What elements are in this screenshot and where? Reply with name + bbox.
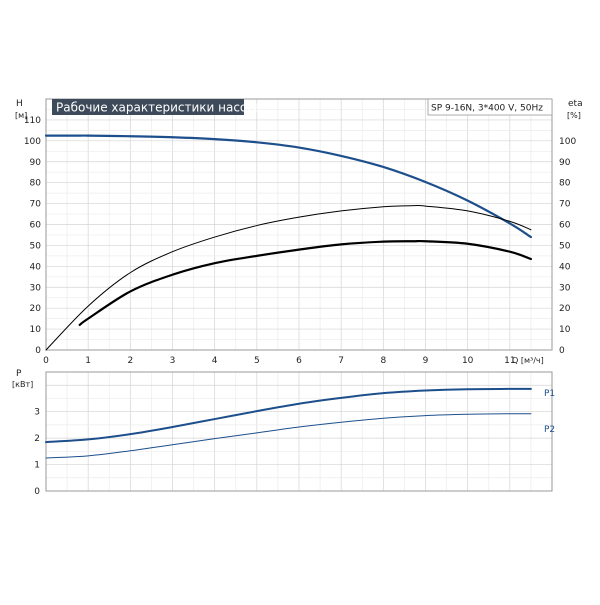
y-right-label: eta [568, 99, 583, 109]
y-left-tick-label: 0 [35, 346, 41, 356]
power-y-unit: [кВт] [12, 380, 33, 389]
series-layer [44, 134, 533, 459]
head-curve [44, 134, 533, 239]
legend-p2: P2 [544, 425, 555, 435]
x-tick-label: 9 [423, 356, 429, 366]
y-right-tick-label: 50 [559, 241, 571, 251]
y-left-label: H [16, 99, 23, 109]
y-right-tick-label: 80 [559, 179, 571, 189]
y-left-unit: [м] [15, 111, 27, 120]
y-left-tick-label: 90 [30, 158, 42, 168]
legend-p1: P1 [544, 389, 555, 399]
x-tick-label: 10 [462, 356, 474, 366]
x-axis-label: Q [м³/ч] [512, 356, 544, 365]
y-right-unit: [%] [567, 111, 581, 120]
power-y-tick-label: 3 [34, 408, 40, 418]
y-left-tick-label: 50 [30, 241, 42, 251]
y-right-tick-label: 0 [559, 346, 565, 356]
y-left-tick-label: 30 [30, 283, 42, 293]
y-left-tick-label: 20 [30, 304, 42, 314]
x-tick-label: 4 [212, 356, 218, 366]
chart-title-background [52, 99, 244, 115]
x-tick-label: 1 [85, 356, 91, 366]
frame-layer [45, 98, 553, 492]
y-left-tick-label: 70 [30, 200, 42, 210]
y-left-tick-label: 110 [24, 116, 41, 126]
x-tick-label: 8 [380, 356, 386, 366]
power-curve-p1 [45, 387, 532, 444]
power-plot-frame [45, 371, 553, 492]
power-y-tick-label: 0 [34, 487, 40, 497]
y-right-tick-label: 70 [559, 200, 571, 210]
power-y-label: P [16, 369, 22, 379]
power-y-tick-label: 1 [34, 461, 40, 471]
y-right-tick-label: 90 [559, 158, 571, 168]
y-right-tick-label: 100 [559, 137, 576, 147]
x-tick-label: 11 [504, 356, 515, 366]
y-left-tick-label: 100 [24, 137, 41, 147]
x-tick-label: 2 [127, 356, 133, 366]
x-tick-label: 7 [338, 356, 344, 366]
y-left-tick-label: 10 [30, 325, 42, 335]
x-tick-label: 6 [296, 356, 302, 366]
npsh-curve [45, 205, 532, 351]
x-tick-label: 3 [170, 356, 176, 366]
y-right-tick-label: 40 [559, 262, 571, 272]
y-left-tick-label: 40 [30, 262, 42, 272]
model-label-box [427, 98, 553, 116]
x-tick-label: 0 [43, 356, 49, 366]
y-right-tick-label: 30 [559, 283, 571, 293]
power-y-tick-label: 2 [34, 434, 40, 444]
power-curve-p2 [45, 413, 532, 459]
x-tick-label: 5 [254, 356, 260, 366]
head-plot-frame [45, 98, 553, 351]
text-layer: Рабочие характеристики насоса SP 9-16N, … [12, 98, 583, 497]
y-left-tick-label: 80 [30, 179, 42, 189]
chart-title: Рабочие характеристики насоса [56, 101, 261, 115]
efficiency-curve [78, 239, 533, 326]
y-right-tick-label: 20 [559, 304, 571, 314]
y-right-tick-label: 10 [559, 325, 571, 335]
y-right-tick-label: 60 [559, 221, 571, 231]
model-label: SP 9-16N, 3*400 V, 50Hz [431, 104, 543, 114]
grid-layer [46, 99, 552, 491]
y-left-tick-label: 60 [30, 221, 42, 231]
